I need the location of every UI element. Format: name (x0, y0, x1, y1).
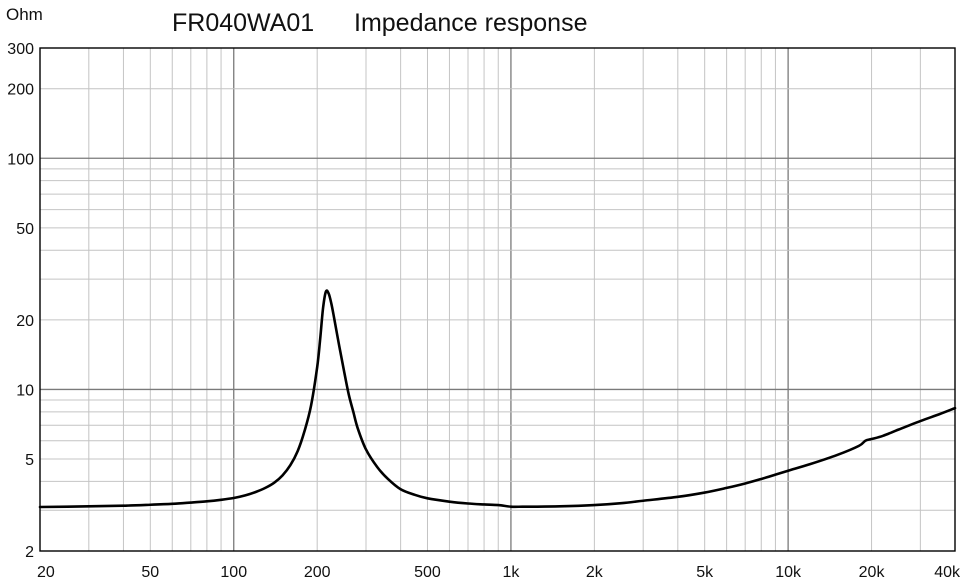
y-tick-label: 20 (16, 313, 34, 330)
y-tick-label: 300 (7, 41, 34, 58)
x-tick-label: 100 (220, 564, 247, 581)
x-tick-label: 200 (304, 564, 331, 581)
impedance-curve (38, 289, 957, 509)
tick-labels: 20 50 100 200 500 1k 2k 5k 10k 20k 40k 2 5 10 20 50 100 2… (7, 41, 961, 581)
y-tick-label: 2 (25, 544, 34, 561)
x-tick-label: 2k (586, 564, 604, 581)
x-tick-label: 50 (141, 564, 159, 581)
x-tick-label: 1k (502, 564, 520, 581)
x-tick-label: 40k (934, 564, 961, 581)
chart-subtitle: Impedance response (354, 9, 587, 37)
x-tick-label: 20k (859, 564, 886, 581)
chart-title: FR040WA01 (172, 9, 314, 37)
y-tick-label: 200 (7, 82, 34, 99)
y-tick-label: 50 (16, 221, 34, 238)
x-tick-label: 500 (414, 564, 441, 581)
x-tick-label: 5k (696, 564, 714, 581)
x-tick-label: 20 (37, 564, 55, 581)
y-tick-label: 5 (25, 452, 34, 469)
x-tick-label: 10k (775, 564, 802, 581)
grid-lines (39, 48, 956, 551)
y-tick-label: 100 (7, 151, 34, 168)
plot-frame (39, 47, 956, 552)
y-tick-label: 10 (16, 382, 34, 399)
y-axis-unit-label: Ohm (6, 5, 43, 24)
